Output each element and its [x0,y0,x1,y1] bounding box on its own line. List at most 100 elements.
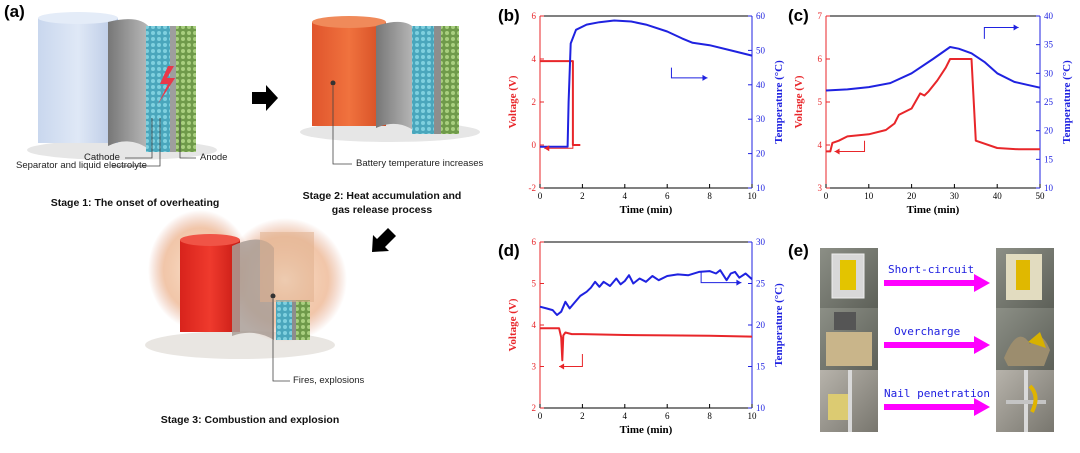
x-tick-label: 10 [748,191,758,201]
y-right-tick-label: 50 [756,45,766,55]
y-right-tick-label: 30 [756,237,766,247]
x-tick-label: 20 [907,191,917,201]
temperature-axis-indicator [670,67,708,79]
y-right-tick-label: 10 [756,403,766,413]
stage1-illustration [27,12,217,160]
panel-label-b: (b) [498,6,520,25]
y-right-tick-label: 30 [756,114,766,124]
x-axis-label: Time (min) [620,204,673,216]
stage2-caption: Stage 2: Heat accumulation and gas relea… [292,189,472,217]
temperature-axis-indicator-head [736,279,742,286]
y-left-tick-label: 6 [532,11,537,21]
x-tick-label: 6 [665,191,670,201]
x-tick-label: 0 [824,191,829,201]
temperature-axis-indicator [983,26,1019,39]
y-left-tick-label: 6 [532,237,537,247]
y-left-tick-label: 2 [532,97,537,107]
voltage-axis-indicator-head [834,148,840,155]
voltage-axis-indicator [559,354,583,367]
y-right-axis-label: Temperature (°C) [773,60,785,144]
y-right-tick-label: 25 [1044,97,1054,107]
temperature-series [825,46,1041,92]
schematic-illustration [27,12,480,382]
x-tick-label: 6 [665,411,670,421]
voltage-axis-indicator-head [544,145,550,152]
temperature-axis-indicator-head [1013,24,1019,31]
voltage-axis-indicator-head [559,363,565,370]
stage-arrow-1-icon [252,85,278,111]
voltage-series [540,327,753,362]
x-tick-label: 4 [623,411,628,421]
callout-cathode: Cathode [84,152,120,163]
y-left-tick-label: 2 [532,403,537,413]
x-tick-label: 2 [580,191,585,201]
photo-nail-after [996,370,1054,432]
y-left-tick-label: 4 [532,54,537,64]
y-right-axis-label: Temperature (°C) [773,283,785,367]
photo-short-circuit-before [820,248,878,308]
panel-label-d: (d) [498,241,520,260]
photo-panel: Short-circuit Overcharge Nail penetratio… [820,248,1054,432]
x-tick-label: 0 [538,191,543,201]
x-tick-label: 30 [950,191,960,201]
callout-separator: Separator and liquid electrolyte [16,160,147,171]
temperature-series [539,269,753,316]
stage2-caption-line1: Stage 2: Heat accumulation and [302,190,462,202]
photo-overcharge-after [996,308,1054,370]
arrow-short-circuit-icon [884,274,990,292]
y-right-tick-label: 10 [756,183,766,193]
y-right-tick-label: 15 [756,362,766,372]
photo-overcharge-before [820,308,878,370]
stage2-illustration [300,16,480,142]
y-right-tick-label: 10 [1044,183,1054,193]
y-left-tick-label: 0 [532,140,537,150]
photo-short-circuit-after [996,248,1054,308]
y-right-tick-label: 20 [756,320,766,330]
x-axis-label: Time (min) [907,204,960,216]
voltage-series [826,58,1040,153]
x-tick-label: 40 [993,191,1003,201]
chart-c: 0 10 20 30 40 50 3 4 5 6 7 10 15 20 25 30 35 40 Time (min)… [793,11,1073,216]
temperature-series [540,19,753,148]
y-left-axis-label: Voltage (V) [793,75,805,128]
stage1-caption: Stage 1: The onset of overheating [50,197,220,209]
y-right-tick-label: 40 [756,80,766,90]
temperature-axis-indicator [700,271,742,284]
x-tick-label: 8 [707,411,712,421]
stage3-caption: Stage 3: Combustion and explosion [160,414,340,426]
x-tick-label: 2 [580,411,585,421]
temperature-axis-indicator-head [702,74,708,81]
y-right-tick-label: 20 [1044,126,1054,136]
y-left-tick-label: 6 [818,54,823,64]
x-axis-label: Time (min) [620,424,673,436]
panel-label-c: (c) [788,6,809,25]
label-nail-penetration: Nail penetration [884,387,990,400]
y-right-axis-label: Temperature (°C) [1061,60,1073,144]
voltage-axis-indicator [544,145,574,149]
y-left-tick-label: 5 [532,279,537,289]
callout-fire: Fires, explosions [293,375,365,386]
x-tick-label: 4 [623,191,628,201]
callout-lines [112,86,352,382]
y-right-tick-label: 40 [1044,11,1054,21]
y-right-tick-label: 20 [756,149,766,159]
x-tick-label: 10 [748,411,758,421]
x-tick-label: 10 [864,191,874,201]
voltage-axis-indicator [834,140,866,152]
arrow-nail-icon [884,398,990,416]
photo-nail-before [820,370,878,432]
y-right-tick-label: 35 [1044,40,1054,50]
stage3-illustration [145,210,347,359]
callout-anode: Anode [200,152,228,163]
label-overcharge: Overcharge [894,325,960,338]
callout-temperature: Battery temperature increases [356,158,484,169]
y-left-tick-label: 5 [818,97,823,107]
stage-arrow-2-icon [372,228,396,252]
panel-label-e: (e) [788,241,809,260]
y-left-axis-label: Voltage (V) [507,298,519,351]
x-tick-label: 50 [1036,191,1046,201]
panel-label-a: (a) [4,2,25,21]
y-left-tick-label: 7 [818,11,823,21]
